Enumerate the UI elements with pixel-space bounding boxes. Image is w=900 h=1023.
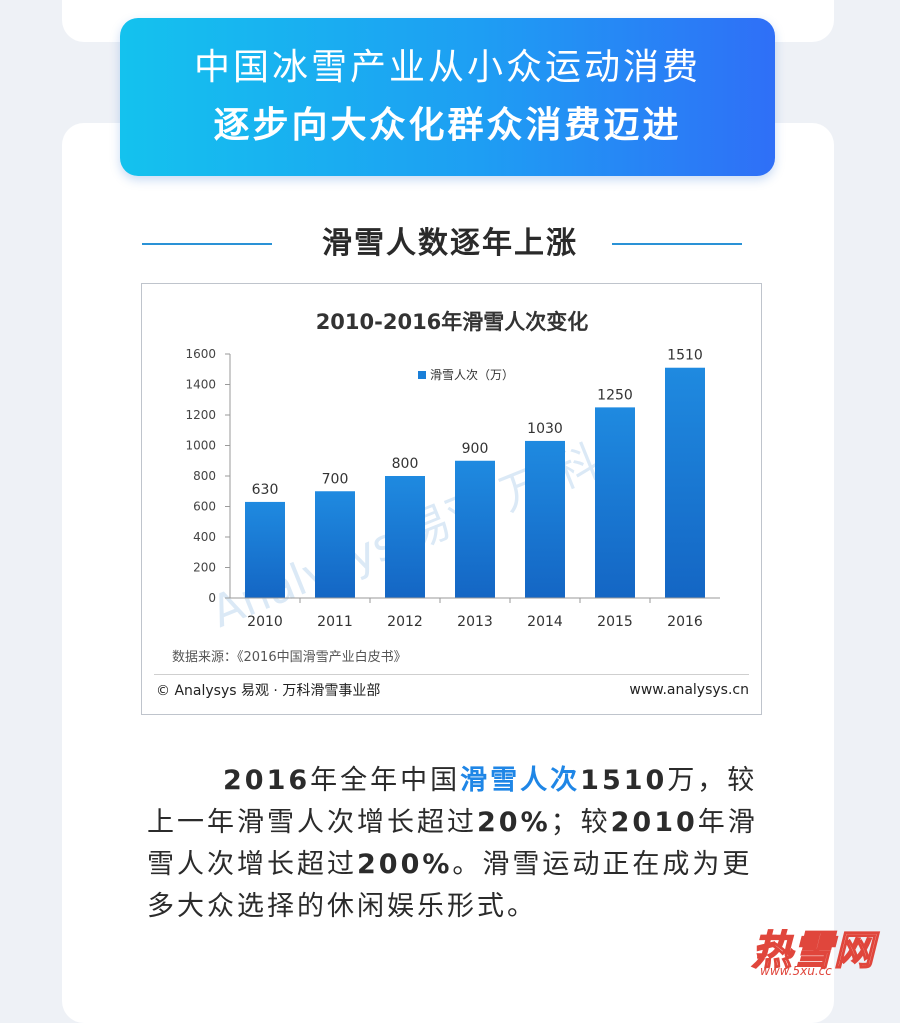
x-tick-label-2016: 2016 <box>667 614 703 630</box>
y-tick-label: 1400 <box>185 378 216 392</box>
text-pct-200: 200% <box>357 849 453 880</box>
banner-line-1: 中国冰雪产业从小众运动消费 <box>193 47 701 88</box>
bar-2016 <box>665 367 705 598</box>
section-rule-left <box>142 243 272 245</box>
y-tick-label: 600 <box>193 500 216 514</box>
data-label-2010: 630 <box>252 482 279 498</box>
text-seg: 年滑雪人次增长超过 <box>147 807 758 880</box>
bar-2012 <box>385 476 425 598</box>
y-tick-label: 200 <box>193 561 216 575</box>
data-source: 数据来源：《2016中国滑雪产业白皮书》 <box>172 650 407 665</box>
bar-2011 <box>315 491 355 598</box>
x-axis: 2010 2011 2012 2013 2014 2015 2016 <box>230 597 720 630</box>
bar-chart: Analysys 易观 万 科 2010-2016年滑雪人次变化 滑雪人次（万）… <box>185 310 720 638</box>
banner-line-2: 逐步向大众化群众消费迈进 <box>213 105 682 146</box>
data-label-2016: 1510 <box>667 348 703 364</box>
y-tick-label: 800 <box>193 469 216 483</box>
text-year-2010: 2010 <box>610 807 698 838</box>
footer-divider <box>154 674 749 675</box>
headline-banner: 中国冰雪产业从小众运动消费 逐步向大众化群众消费迈进 <box>120 18 775 176</box>
site-watermark-logo: 热雪网 <box>751 927 875 975</box>
text-seg: 。滑雪运动正在成为更多大众选择的休闲娱乐形式。 <box>147 849 753 922</box>
legend-label: 滑雪人次（万） <box>430 368 514 382</box>
bar-2010 <box>245 501 285 598</box>
data-label-2012: 800 <box>392 456 419 472</box>
bar-2014 <box>525 440 565 598</box>
text-highlight: 滑雪人次 <box>460 765 581 796</box>
section-title: 滑雪人数逐年上涨 <box>322 226 578 261</box>
data-label-2015: 1250 <box>597 387 633 403</box>
site-watermark-url: www.5xu.cc <box>760 964 832 978</box>
bar-2013 <box>455 460 495 598</box>
x-tick-label-2015: 2015 <box>597 614 633 630</box>
text-seg: 年全年中国 <box>310 765 461 796</box>
summary-paragraph: 2016年全年中国滑雪人次1510万，较上一年滑雪人次增长超过20%；较2010… <box>147 760 762 928</box>
bar-series: 630 700 800 900 1030 1250 1510 <box>245 348 705 598</box>
text-pct-20: 20% <box>477 807 551 838</box>
data-label-2013: 900 <box>462 441 489 457</box>
x-tick-label-2010: 2010 <box>247 614 283 630</box>
text-year: 2016 <box>223 765 311 796</box>
x-tick-label-2013: 2013 <box>457 614 493 630</box>
legend-swatch <box>418 371 426 379</box>
section-rule-right <box>612 243 742 245</box>
data-label-2011: 700 <box>322 471 349 487</box>
x-tick-label-2011: 2011 <box>317 614 353 630</box>
data-label-2014: 1030 <box>527 421 563 437</box>
y-axis: 0 200 400 600 800 1000 1200 1400 1600 <box>185 347 231 605</box>
x-tick-label-2012: 2012 <box>387 614 423 630</box>
website-link[interactable]: www.analysys.cn <box>629 682 749 698</box>
chart-panel: Analysys 易观 万 科 2010-2016年滑雪人次变化 滑雪人次（万）… <box>141 283 762 715</box>
chart-title: 2010-2016年滑雪人次变化 <box>316 310 589 334</box>
y-tick-label: 0 <box>208 591 216 605</box>
chart-legend: 滑雪人次（万） <box>418 368 514 382</box>
copyright-text: © Analysys 易观 · 万科滑雪事业部 <box>156 683 381 699</box>
text-seg: 万，较上一年滑雪人次增长超过 <box>147 765 758 838</box>
y-tick-label: 1000 <box>185 439 216 453</box>
bar-2015 <box>595 407 635 598</box>
x-tick-label-2014: 2014 <box>527 614 563 630</box>
text-seg: ；较 <box>550 807 611 838</box>
y-tick-label: 400 <box>193 530 216 544</box>
text-count: 1510 <box>580 765 668 796</box>
y-tick-label: 1200 <box>185 408 216 422</box>
y-tick-label: 1600 <box>185 347 216 361</box>
